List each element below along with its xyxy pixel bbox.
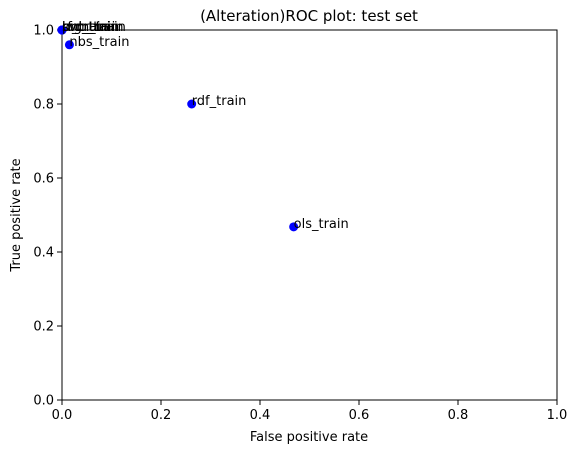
data-point (57, 25, 67, 35)
point-label: svm_train (62, 20, 126, 35)
y-tick-label: 0.2 (33, 320, 54, 335)
data-point (64, 40, 74, 50)
x-tick-label: 0.2 (151, 408, 172, 423)
point-label: prc_train (62, 20, 119, 35)
plot-frame (61, 29, 558, 401)
x-tick-label: 0.4 (250, 408, 271, 423)
y-tick-label: 1.0 (33, 24, 54, 39)
x-tick-label: 0.6 (349, 408, 370, 423)
x-tick-label: 0.8 (448, 408, 469, 423)
plot-area: 0.0 0.2 0.4 0.6 0.8 1.0 0.0 0.2 0.4 0.6 0.8 1.0 svm_… (33, 20, 567, 423)
data-point (289, 222, 299, 232)
x-tick-label: 0.0 (52, 408, 73, 423)
y-tick-label: 0.0 (33, 394, 54, 409)
y-tick-label: 0.4 (33, 246, 54, 261)
x-tick-label: 1.0 (547, 408, 568, 423)
y-tick-label: 0.6 (33, 172, 54, 187)
point-label: bnb_train (62, 20, 124, 35)
data-point (187, 99, 197, 109)
point-label: rf_train (62, 20, 109, 35)
point-label: ols_train (294, 217, 349, 232)
chart-title: (Alteration)ROC plot: test set (200, 7, 418, 25)
y-tick-label: 0.8 (33, 98, 54, 113)
point-label: nbs_train (69, 35, 129, 50)
y-axis-label: True positive rate (9, 158, 24, 272)
point-label: rdf_train (192, 94, 247, 109)
point-label: log_train (62, 20, 119, 35)
x-axis-label: False positive rate (250, 430, 368, 445)
